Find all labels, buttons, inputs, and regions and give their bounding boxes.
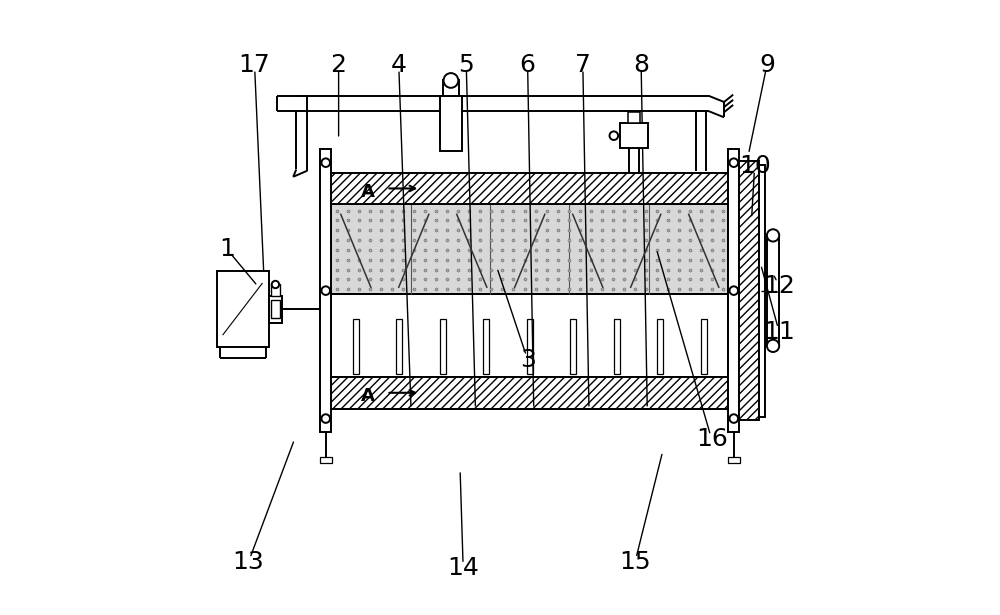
Circle shape [767, 339, 779, 352]
Bar [570, 319, 576, 374]
Circle shape [321, 159, 330, 167]
Text: 11: 11 [763, 320, 795, 344]
Bar [657, 319, 663, 374]
Bar [759, 165, 765, 417]
Text: A: A [361, 183, 375, 200]
Bar [628, 113, 640, 124]
Bar [614, 319, 620, 374]
Text: 15: 15 [619, 550, 651, 574]
Text: 9: 9 [759, 53, 775, 77]
Circle shape [729, 415, 738, 423]
Bar [331, 377, 728, 409]
Bar [728, 456, 740, 462]
Circle shape [272, 281, 279, 288]
Text: 1: 1 [219, 237, 235, 261]
Bar [320, 149, 331, 432]
Bar [728, 149, 739, 432]
Bar [320, 456, 332, 462]
Circle shape [444, 73, 458, 88]
Text: 14: 14 [447, 557, 479, 581]
Bar [353, 319, 359, 374]
Text: 8: 8 [633, 53, 649, 77]
Circle shape [321, 287, 330, 295]
Bar [767, 236, 779, 346]
Bar [396, 319, 402, 374]
Circle shape [729, 159, 738, 167]
Bar [483, 319, 489, 374]
Text: 13: 13 [233, 550, 264, 574]
Bar [440, 96, 462, 151]
Bar [701, 319, 707, 374]
Bar [527, 319, 533, 374]
Circle shape [767, 229, 779, 242]
Bar [440, 319, 446, 374]
Text: 10: 10 [739, 154, 771, 178]
Bar [217, 271, 269, 347]
Text: 3: 3 [520, 347, 536, 371]
Text: 7: 7 [575, 53, 591, 77]
Bar [271, 301, 280, 317]
Bar [271, 285, 280, 296]
Text: 16: 16 [696, 427, 728, 451]
Bar [331, 204, 728, 294]
Bar [620, 124, 648, 148]
Circle shape [729, 287, 738, 295]
Circle shape [321, 415, 330, 423]
Text: 4: 4 [391, 53, 407, 77]
Bar [269, 296, 282, 322]
Text: 6: 6 [520, 53, 536, 77]
Bar [443, 81, 459, 96]
Text: 12: 12 [763, 274, 795, 298]
Text: A: A [361, 387, 375, 405]
Text: 2: 2 [331, 53, 347, 77]
Bar [739, 162, 759, 420]
Text: 17: 17 [239, 53, 270, 77]
Circle shape [610, 132, 618, 140]
Bar [331, 172, 728, 204]
Text: 5: 5 [458, 53, 474, 77]
